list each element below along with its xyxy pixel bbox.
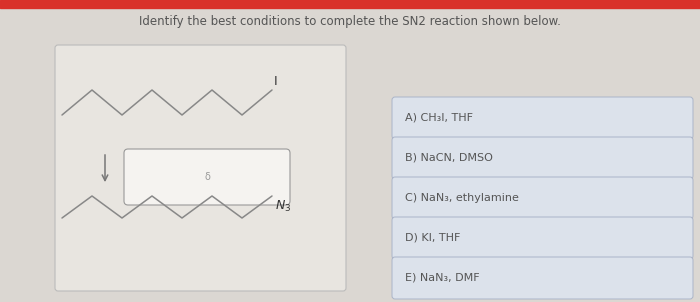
FancyBboxPatch shape (392, 97, 693, 139)
FancyBboxPatch shape (55, 45, 346, 291)
FancyBboxPatch shape (124, 149, 290, 205)
Text: E) NaN₃, DMF: E) NaN₃, DMF (405, 273, 480, 283)
Text: δ: δ (204, 172, 210, 182)
Text: B) NaCN, DMSO: B) NaCN, DMSO (405, 153, 493, 163)
Text: Identify the best conditions to complete the SN2 reaction shown below.: Identify the best conditions to complete… (139, 15, 561, 28)
Text: A) CH₃I, THF: A) CH₃I, THF (405, 113, 473, 123)
FancyBboxPatch shape (392, 257, 693, 299)
Text: C) NaN₃, ethylamine: C) NaN₃, ethylamine (405, 193, 519, 203)
Text: I: I (274, 75, 278, 88)
Text: D) KI, THF: D) KI, THF (405, 233, 461, 243)
FancyBboxPatch shape (392, 137, 693, 179)
FancyBboxPatch shape (392, 177, 693, 219)
FancyBboxPatch shape (392, 217, 693, 259)
Text: $N_3$: $N_3$ (275, 199, 291, 214)
Bar (0, 0, 700, 8)
